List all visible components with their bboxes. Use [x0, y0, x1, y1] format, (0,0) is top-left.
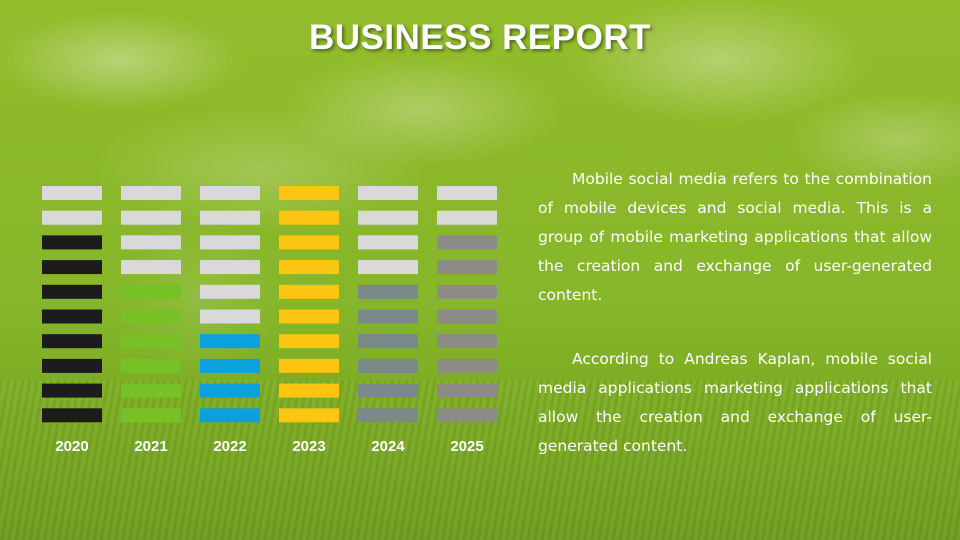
bar-segment-2025-5: [437, 284, 497, 299]
bar-segment-2021-7: [121, 334, 181, 349]
bar-segment-2023-3: [279, 235, 339, 250]
bar-segment-2020-4: [42, 260, 102, 275]
bar-segment-2020-5: [42, 284, 102, 299]
bar-segment-2024-10: [358, 408, 418, 423]
page-title: BUSINESS REPORT: [309, 18, 651, 57]
bar-segment-2020-3: [42, 235, 102, 250]
x-tick-label-2021: 2021: [134, 438, 167, 455]
bar-segment-2021-9: [121, 383, 181, 398]
bar-segment-2023-1: [279, 186, 339, 200]
bar-segment-2022-8: [200, 358, 260, 373]
bar-segment-2025-9: [437, 383, 497, 398]
bar-segment-2023-8: [279, 358, 339, 373]
bar-segment-2022-7: [200, 334, 260, 349]
bar-segment-2023-4: [279, 260, 339, 275]
bar-segment-2023-2: [279, 210, 339, 225]
bar-segment-2022-3: [200, 235, 260, 250]
bar-segment-2025-3: [437, 235, 497, 250]
bar-segment-2020-8: [42, 358, 102, 373]
bar-segment-2024-9: [358, 383, 418, 398]
bar-segment-2024-8: [358, 358, 418, 373]
bar-segment-2021-3: [121, 235, 181, 250]
bar-segment-2022-5: [200, 284, 260, 299]
bar-segment-2021-1: [121, 186, 181, 200]
paragraph-1: Mobile social media refers to the combin…: [538, 170, 932, 304]
bar-segment-2022-10: [200, 408, 260, 423]
bar-segment-2025-7: [437, 334, 497, 349]
bar-segment-2020-2: [42, 210, 102, 225]
bar-segment-2022-1: [200, 186, 260, 200]
bar-segment-2022-2: [200, 210, 260, 225]
x-tick-label-2020: 2020: [55, 438, 88, 455]
x-tick-label-2025: 2025: [450, 438, 483, 455]
bar-segment-2021-2: [121, 210, 181, 225]
bar-segment-2021-6: [121, 309, 181, 324]
bar-segment-2020-10: [42, 408, 102, 423]
bar-segment-2025-10: [437, 408, 497, 423]
x-tick-label-2022: 2022: [213, 438, 246, 455]
bar-segment-2024-6: [358, 309, 418, 324]
bar-segment-2025-1: [437, 186, 497, 200]
bar-segment-2024-3: [358, 235, 418, 250]
bar-segment-2021-4: [121, 260, 181, 275]
bar-segment-2025-6: [437, 309, 497, 324]
bar-segment-2025-2: [437, 210, 497, 225]
bar-segment-2023-7: [279, 334, 339, 349]
bar-segment-2024-5: [358, 284, 418, 299]
bar-segment-2021-10: [121, 408, 181, 423]
bar-segment-2024-4: [358, 260, 418, 275]
bar-segment-2020-9: [42, 383, 102, 398]
bar-segment-2020-6: [42, 309, 102, 324]
bar-segment-2020-7: [42, 334, 102, 349]
x-tick-label-2024: 2024: [371, 438, 405, 455]
grass-texture: [0, 380, 960, 540]
bar-segment-2020-1: [42, 186, 102, 200]
bar-segment-2024-7: [358, 334, 418, 349]
bar-segment-2024-2: [358, 210, 418, 225]
bar-segment-2022-9: [200, 383, 260, 398]
bar-segment-2023-10: [279, 408, 339, 423]
bar-segment-2023-9: [279, 383, 339, 398]
paragraph-2: According to Andreas Kaplan, mobile soci…: [538, 350, 932, 455]
bar-segment-2024-1: [358, 186, 418, 200]
bar-segment-2022-4: [200, 260, 260, 275]
bar-segment-2025-8: [437, 358, 497, 373]
x-tick-label-2023: 2023: [292, 438, 325, 455]
bar-segment-2021-8: [121, 358, 181, 373]
bar-segment-2025-4: [437, 260, 497, 275]
bar-segment-2023-6: [279, 309, 339, 324]
bar-segment-2021-5: [121, 284, 181, 299]
bar-segment-2022-6: [200, 309, 260, 324]
bar-segment-2023-5: [279, 284, 339, 299]
